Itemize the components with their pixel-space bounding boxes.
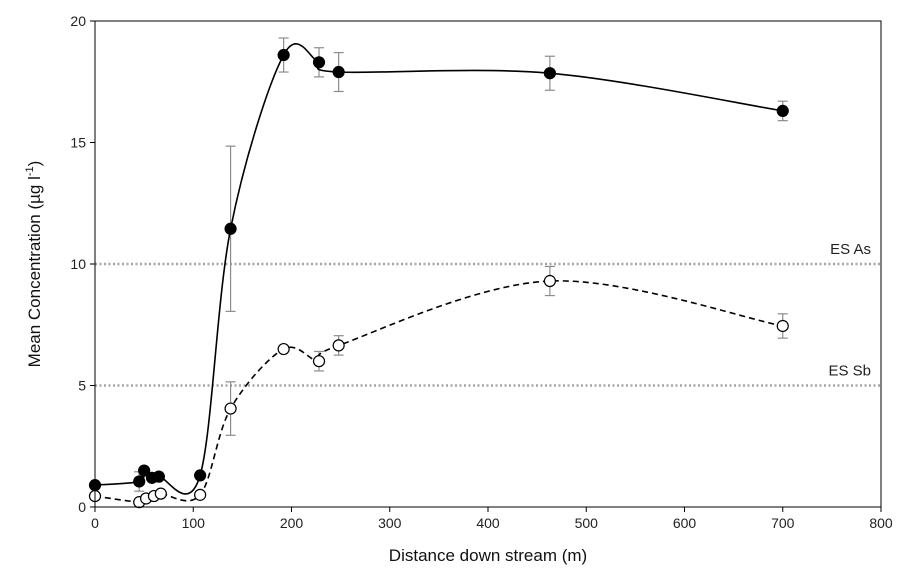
x-tick-label: 800 bbox=[869, 515, 893, 531]
y-axis-label: Mean Concentration (µg l-1) bbox=[24, 161, 44, 368]
y-axis-label-superscript: -1 bbox=[24, 166, 36, 176]
y-axis-label-close: ) bbox=[25, 161, 44, 167]
data-point-filled bbox=[224, 222, 237, 235]
data-point-open bbox=[312, 355, 326, 368]
x-tick-label: 200 bbox=[280, 515, 304, 531]
x-axis-ticks: 0 100 200 300 400 500 600 700 800 bbox=[91, 507, 893, 531]
data-point-open bbox=[194, 488, 207, 501]
x-tick-label: 500 bbox=[575, 515, 599, 531]
reference-lines: ES As ES Sb bbox=[95, 241, 881, 387]
x-tick-label: 100 bbox=[182, 515, 206, 531]
y-tick-label: 20 bbox=[70, 13, 86, 29]
y-tick-label: 5 bbox=[78, 378, 86, 394]
data-point-filled bbox=[133, 475, 146, 488]
data-point-open bbox=[776, 319, 789, 333]
data-point-filled bbox=[543, 67, 556, 80]
y-tick-label: 0 bbox=[78, 499, 86, 515]
data-point-open bbox=[543, 274, 556, 288]
x-tick-label: 400 bbox=[476, 515, 500, 531]
x-tick-label: 700 bbox=[771, 515, 795, 531]
y-axis-label-main: Mean Concentration (µg l bbox=[25, 176, 44, 367]
data-point-open bbox=[224, 402, 237, 415]
data-point-filled bbox=[312, 56, 326, 69]
x-tick-label: 300 bbox=[378, 515, 402, 531]
data-point-filled bbox=[332, 65, 345, 79]
data-point-open bbox=[332, 339, 345, 352]
reference-line-label: ES As bbox=[830, 241, 871, 258]
x-tick-label: 600 bbox=[673, 515, 697, 531]
reference-line-label: ES Sb bbox=[828, 363, 871, 380]
data-point-filled bbox=[277, 48, 290, 62]
x-tick-label: 0 bbox=[91, 515, 99, 531]
data-point-filled bbox=[138, 464, 151, 477]
data-point-open bbox=[277, 342, 290, 356]
x-axis-label: Distance down stream (m) bbox=[389, 546, 587, 565]
data-point-open bbox=[154, 487, 167, 500]
data-point-filled bbox=[194, 469, 207, 482]
y-axis-ticks: 0 5 10 15 20 bbox=[70, 13, 95, 515]
data-point-filled bbox=[152, 470, 165, 483]
y-tick-label: 15 bbox=[70, 135, 86, 151]
data-points bbox=[88, 48, 789, 509]
y-tick-label: 10 bbox=[70, 256, 86, 272]
data-point-filled bbox=[776, 104, 789, 118]
